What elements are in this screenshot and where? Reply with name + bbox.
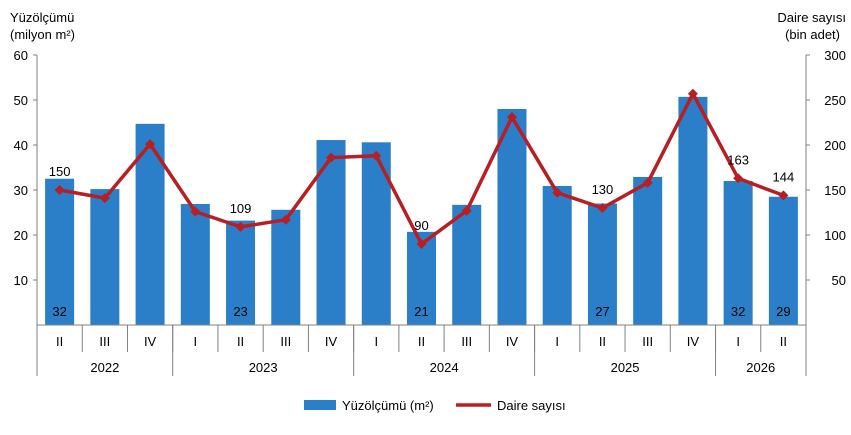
line-value-label: 150 bbox=[49, 164, 71, 179]
legend: Yüzölçümü (m²) Daire sayısı bbox=[304, 398, 566, 413]
line-marker bbox=[687, 88, 698, 99]
bar bbox=[723, 181, 753, 325]
line-marker bbox=[506, 112, 517, 123]
data-labels: 32 23 21 27 32 29 150 109 90 130 163 144 bbox=[49, 152, 794, 319]
line-marker bbox=[280, 214, 291, 225]
line-marker bbox=[597, 203, 608, 213]
year-label: 2024 bbox=[430, 360, 459, 375]
bar bbox=[271, 209, 301, 325]
line-marker bbox=[99, 193, 110, 204]
bar bbox=[452, 204, 482, 325]
bar bbox=[497, 109, 527, 325]
bar bbox=[633, 176, 663, 325]
bar bbox=[768, 196, 798, 325]
quarter-label: I bbox=[194, 334, 198, 349]
left-tick-label: 60 bbox=[14, 48, 28, 63]
bar bbox=[316, 140, 346, 325]
quarter-label: IV bbox=[325, 334, 338, 349]
quarter-label: II bbox=[237, 334, 244, 349]
bar-value-label: 32 bbox=[731, 304, 745, 319]
quarter-label: II bbox=[780, 334, 787, 349]
quarter-label: IV bbox=[144, 334, 157, 349]
line-marker bbox=[461, 205, 472, 216]
quarter-label: IV bbox=[506, 334, 519, 349]
left-tick-label: 40 bbox=[14, 138, 28, 153]
quarter-label: IV bbox=[687, 334, 700, 349]
left-tick-label: 20 bbox=[14, 228, 28, 243]
line-marker bbox=[733, 173, 744, 184]
right-tick-label: 250 bbox=[824, 93, 846, 108]
left-tick-label: 10 bbox=[14, 273, 28, 288]
year-label: 2022 bbox=[90, 360, 119, 375]
left-axis-title-line-2: (milyon m²) bbox=[10, 27, 75, 42]
quarter-label: I bbox=[374, 334, 378, 349]
year-label: 2026 bbox=[746, 360, 775, 375]
right-tick-label: 200 bbox=[824, 138, 846, 153]
right-tick-label: 50 bbox=[832, 273, 846, 288]
line-marker bbox=[371, 150, 382, 161]
quarter-label: II bbox=[599, 334, 606, 349]
right-tick-label: 300 bbox=[824, 48, 846, 63]
quarter-label: III bbox=[642, 334, 653, 349]
line-marker bbox=[54, 185, 65, 195]
line-marker bbox=[552, 187, 563, 198]
quarter-label: III bbox=[461, 334, 472, 349]
bar-value-label: 21 bbox=[414, 304, 428, 319]
bar-value-label: 23 bbox=[233, 304, 247, 319]
line-marker bbox=[326, 152, 337, 163]
bar bbox=[542, 185, 572, 325]
line-marker bbox=[190, 206, 201, 217]
bar-value-label: 29 bbox=[776, 304, 790, 319]
left-tick-label: 30 bbox=[14, 183, 28, 198]
line-series bbox=[54, 88, 789, 249]
legend-line-label: Daire sayısı bbox=[497, 398, 566, 413]
right-tick-label: 100 bbox=[824, 228, 846, 243]
quarter-label: II bbox=[418, 334, 425, 349]
year-label: 2025 bbox=[611, 360, 640, 375]
left-tick-label: 50 bbox=[14, 93, 28, 108]
line-value-label: 163 bbox=[727, 152, 749, 167]
bar bbox=[361, 142, 391, 325]
legend-bar-label: Yüzölçümü (m²) bbox=[342, 398, 434, 413]
line-value-label: 130 bbox=[592, 182, 614, 197]
bar-value-label: 32 bbox=[52, 304, 66, 319]
right-tick-label: 150 bbox=[824, 183, 846, 198]
right-axis-title: Daire sayısı (bin adet) bbox=[777, 10, 846, 42]
quarter-label: I bbox=[736, 334, 740, 349]
bar bbox=[587, 203, 617, 325]
line-value-label: 144 bbox=[773, 169, 795, 184]
quarter-label: I bbox=[555, 334, 559, 349]
right-axis-title-line-2: (bin adet) bbox=[785, 27, 840, 42]
legend-bar-swatch bbox=[304, 400, 336, 410]
line-marker bbox=[416, 239, 427, 249]
bar bbox=[45, 178, 75, 325]
bar bbox=[678, 96, 708, 325]
bar bbox=[90, 189, 120, 325]
line-value-label: 90 bbox=[414, 218, 428, 233]
line-value-label: 109 bbox=[230, 201, 252, 216]
line-marker bbox=[145, 139, 156, 150]
quarter-label: III bbox=[280, 334, 291, 349]
year-label: 2023 bbox=[249, 360, 278, 375]
bar bbox=[180, 203, 210, 325]
line-marker bbox=[642, 177, 653, 188]
right-axis-title-line-1: Daire sayısı bbox=[777, 10, 846, 25]
bar-series bbox=[45, 96, 798, 325]
left-axis-title-line-1: Yüzölçümü bbox=[10, 10, 74, 25]
bar-value-label: 27 bbox=[595, 304, 609, 319]
left-axis-title: Yüzölçümü (milyon m²) bbox=[10, 10, 75, 42]
bar bbox=[226, 220, 256, 325]
line-marker bbox=[235, 221, 246, 232]
line-marker bbox=[778, 190, 789, 201]
quarter-label: II bbox=[56, 334, 63, 349]
quarter-label: III bbox=[99, 334, 110, 349]
